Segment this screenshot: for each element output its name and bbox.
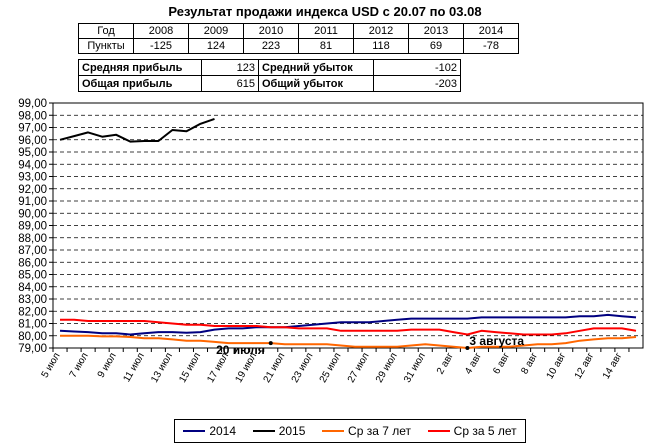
x-tick-label: 10 авг — [545, 351, 569, 381]
legend-label: Ср за 7 лет — [348, 424, 412, 438]
x-tick-label: 8 авг — [519, 351, 540, 377]
y-tick-label: 88,00 — [18, 233, 47, 245]
y-tick-label: 90,00 — [18, 208, 47, 220]
series-line-2015 — [59, 117, 215, 143]
y-tick-label: 98,00 — [18, 110, 47, 122]
y-tick-label: 86,00 — [18, 257, 47, 269]
chart-annotations: 20 июля 3 августа — [216, 334, 524, 357]
points-cell: -125 — [133, 38, 189, 54]
table-row-points: Пункты -125 124 223 81 118 69 -78 — [78, 38, 519, 54]
y-tick-label: 91,00 — [18, 196, 47, 208]
x-tick-label: 23 июл — [290, 351, 316, 385]
x-tick-label: 13 июл — [149, 351, 175, 385]
y-tick-label: 87,00 — [18, 245, 47, 257]
table-row: Общая прибыль 615 Общий убыток -203 — [78, 75, 461, 92]
annotation-label: 3 августа — [469, 334, 524, 348]
x-tick-label: 27 июл — [346, 351, 372, 385]
points-cell: 69 — [408, 38, 464, 54]
points-cell: 124 — [188, 38, 244, 54]
annotation-point — [268, 341, 273, 346]
x-tick-label: 7 июл — [68, 351, 91, 380]
x-tick-label: 31 июл — [402, 351, 428, 385]
legend-label: Ср за 5 лет — [453, 424, 517, 438]
x-tick-label: 9 июл — [96, 351, 119, 380]
y-tick-label: 97,00 — [18, 123, 47, 135]
legend-item-2015: 2015 — [252, 424, 306, 438]
x-tick-label: 25 июл — [318, 351, 344, 385]
chart-legend: 2014 2015 Ср за 7 лет Ср за 5 лет — [174, 419, 526, 443]
points-header: Пункты — [78, 38, 134, 54]
legend-label: 2014 — [209, 424, 237, 438]
y-tick-label: 92,00 — [18, 184, 47, 196]
y-tick-label: 79,00 — [18, 343, 47, 355]
y-tick-label: 85,00 — [18, 270, 47, 282]
y-tick-label: 99,00 — [18, 98, 47, 110]
year-cell: 2012 — [353, 23, 409, 39]
y-tick-label: 84,00 — [18, 282, 47, 294]
legend-swatch — [427, 430, 450, 432]
total-loss-label: Общий убыток — [258, 75, 374, 92]
table-row: Средняя прибыль 123 Средний убыток -102 — [78, 59, 461, 76]
year-cell: 2014 — [463, 23, 519, 39]
series-line-Ср-за-5-лет — [60, 318, 637, 336]
x-tick-label: 14 авг — [601, 351, 625, 381]
points-cell: 118 — [353, 38, 409, 54]
y-tick-label: 80,00 — [18, 331, 47, 343]
x-tick-label: 4 авг — [463, 351, 484, 377]
y-tick-label: 96,00 — [18, 135, 47, 147]
y-tick-label: 83,00 — [18, 294, 47, 306]
points-cell: 223 — [243, 38, 299, 54]
legend-item-avg7: Ср за 7 лет — [322, 424, 411, 438]
y-tick-label: 94,00 — [18, 159, 47, 171]
stats-table: Средняя прибыль 123 Средний убыток -102 … — [78, 59, 461, 92]
y-tick-label: 89,00 — [18, 221, 47, 233]
x-tick-label: 12 авг — [573, 351, 597, 381]
legend-swatch — [183, 430, 206, 432]
yearly-points-table: Год 2008 2009 2010 2011 2012 2013 2014 П… — [78, 23, 519, 54]
table-row-years: Год 2008 2009 2010 2011 2012 2013 2014 — [78, 23, 519, 39]
annotation-label: 20 июля — [216, 343, 265, 357]
x-tick-label: 29 июл — [374, 351, 400, 385]
x-tick-label: 21 июл — [262, 351, 288, 385]
x-tick-label: 15 июл — [177, 351, 203, 385]
y-axis-ticks: 99,0098,0097,0096,0095,0094,0093,0092,00… — [18, 98, 53, 355]
x-tick-label: 5 июл — [40, 351, 63, 380]
x-tick-label: 6 авг — [491, 351, 512, 377]
legend-swatch — [252, 430, 275, 432]
y-tick-label: 82,00 — [18, 306, 47, 318]
avg-loss-value: -102 — [373, 59, 461, 76]
chart-title: Результат продажи индекса USD с 20.07 по… — [168, 4, 482, 19]
y-tick-label: 93,00 — [18, 172, 47, 184]
total-profit-value: 615 — [201, 75, 259, 92]
legend-swatch — [322, 430, 345, 432]
y-tick-label: 81,00 — [18, 319, 47, 331]
points-cell: -78 — [463, 38, 519, 54]
series-line-2014 — [59, 313, 637, 336]
x-tick-label: 11 июл — [121, 351, 147, 384]
legend-item-2014: 2014 — [183, 424, 236, 438]
x-tick-label: 2 авг — [435, 351, 456, 377]
chart-series — [59, 117, 637, 349]
total-profit-label: Общая прибыль — [78, 75, 202, 92]
x-axis-ticks: 5 июл 7 июл 9 июл 11 июл 13 июл 15 июл 17 июл 1… — [40, 348, 630, 385]
year-cell: 2008 — [133, 23, 189, 39]
annotation-point — [465, 346, 470, 350]
series-line-Ср-за-7-лет — [60, 334, 637, 349]
chart-grid — [52, 102, 644, 349]
total-loss-value: -203 — [373, 75, 461, 92]
legend-label: 2015 — [278, 424, 306, 438]
legend-item-avg5: Ср за 5 лет — [427, 424, 517, 438]
y-tick-label: 95,00 — [18, 147, 47, 159]
